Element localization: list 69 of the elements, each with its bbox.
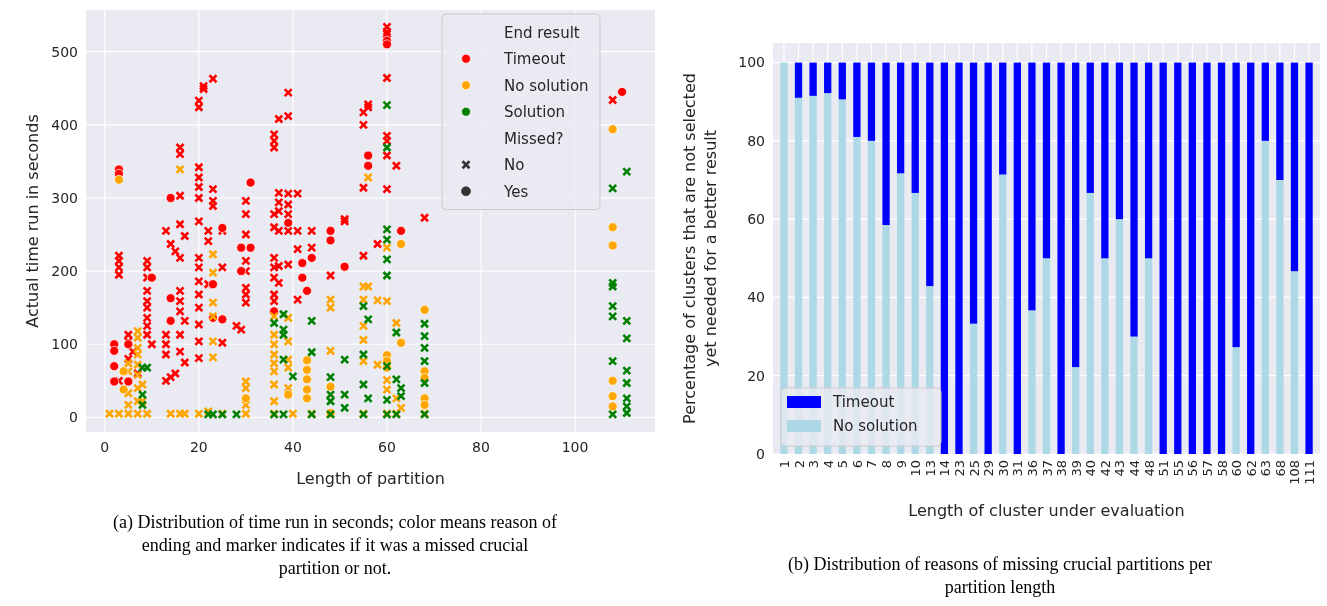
x-tick-label: 14 xyxy=(937,460,953,477)
x-tick-label: 5 xyxy=(835,460,851,469)
x-tick-label: 37 xyxy=(1039,460,1055,477)
x-tick-label: 40 xyxy=(284,439,302,455)
y-tick-label: 80 xyxy=(747,132,765,149)
x-tick-label: 43 xyxy=(1112,460,1128,477)
x-tick-label: 0 xyxy=(100,439,110,455)
x-tick-label: 42 xyxy=(1097,460,1113,477)
x-tick-label: 3 xyxy=(806,460,822,469)
legend-label: Timeout xyxy=(832,393,895,412)
y-tick-label: 0 xyxy=(69,409,78,426)
y-tick-label: 500 xyxy=(51,43,78,60)
legend-label: Timeout xyxy=(503,50,566,68)
x-tick-label: 56 xyxy=(1185,460,1201,477)
annotation: Yes xyxy=(503,182,529,201)
x-tick-label: 23 xyxy=(951,460,967,477)
y-tick-label: 20 xyxy=(747,367,765,384)
y-tick-label: 200 xyxy=(51,263,78,279)
x-tick-label: 1 xyxy=(776,460,792,469)
x-tick-label: 60 xyxy=(1229,460,1245,477)
x-tick-label: 55 xyxy=(1170,460,1186,477)
legend-title: End result xyxy=(504,23,580,42)
x-tick-label: 48 xyxy=(1141,460,1157,477)
y-tick-label: 400 xyxy=(51,116,78,133)
x-tick-label: 100 xyxy=(561,439,589,455)
y-tick-label: 100 xyxy=(738,54,765,71)
annotation: No xyxy=(504,156,525,174)
y-tick-label: 60 xyxy=(747,211,765,228)
text: (b) Distribution of reasons of missing crucial partitions per partition length xyxy=(788,554,1212,597)
legend-label: No solution xyxy=(833,417,918,436)
y-tick-label: 100 xyxy=(51,336,78,353)
y-tick-label: 300 xyxy=(51,189,78,206)
x-axis-title: Length of partition xyxy=(296,469,445,488)
x-tick-label: 38 xyxy=(1054,460,1070,477)
legend-label: No solution xyxy=(504,76,589,95)
x-tick-label: 62 xyxy=(1243,460,1259,477)
x-tick-label: 44 xyxy=(1127,460,1143,477)
x-tick-label: 40 xyxy=(1083,460,1099,477)
x-tick-label: 60 xyxy=(378,439,396,455)
y-axis-title: Actual time run in seconds xyxy=(23,114,42,328)
x-tick-label: 39 xyxy=(1068,460,1084,477)
x-tick-label: 51 xyxy=(1156,460,1172,477)
x-tick-label: 6 xyxy=(849,460,865,469)
x-tick-label: 2 xyxy=(791,460,807,469)
x-tick-label: 108 xyxy=(1287,460,1303,485)
x-tick-label: 20 xyxy=(189,439,208,455)
x-tick-label: 36 xyxy=(1024,460,1040,477)
x-tick-label: 111 xyxy=(1302,460,1318,485)
x-tick-label: 80 xyxy=(472,439,490,455)
x-tick-label: 63 xyxy=(1258,460,1274,477)
y-tick-label: 40 xyxy=(747,289,765,306)
x-tick-label: 8 xyxy=(879,460,895,469)
x-tick-label: 9 xyxy=(893,460,909,469)
x-axis-title: Length of cluster under evaluation xyxy=(908,501,1185,520)
x-tick-label: 4 xyxy=(820,460,836,469)
x-tick-label: 31 xyxy=(1010,460,1026,477)
x-tick-label: 29 xyxy=(981,460,997,477)
annotation: Missed? xyxy=(504,129,564,148)
legend-label: Solution xyxy=(504,103,566,121)
x-tick-label: 57 xyxy=(1199,460,1215,477)
x-tick-label: 30 xyxy=(995,460,1011,477)
x-tick-label: 68 xyxy=(1272,460,1288,477)
x-tick-label: 7 xyxy=(864,460,880,469)
x-tick-label: 10 xyxy=(908,460,924,477)
y-axis-title: Percentage of clusters that are not selected yet needed for a better result xyxy=(680,73,720,424)
x-tick-label: 58 xyxy=(1214,460,1230,477)
x-tick-label: 13 xyxy=(922,460,938,477)
x-tick-label: 25 xyxy=(966,460,982,477)
text: (a) Distribution of time run in seconds; color means reason of ending and marker indicates if it was a missed crucial partition or not. xyxy=(113,512,557,578)
